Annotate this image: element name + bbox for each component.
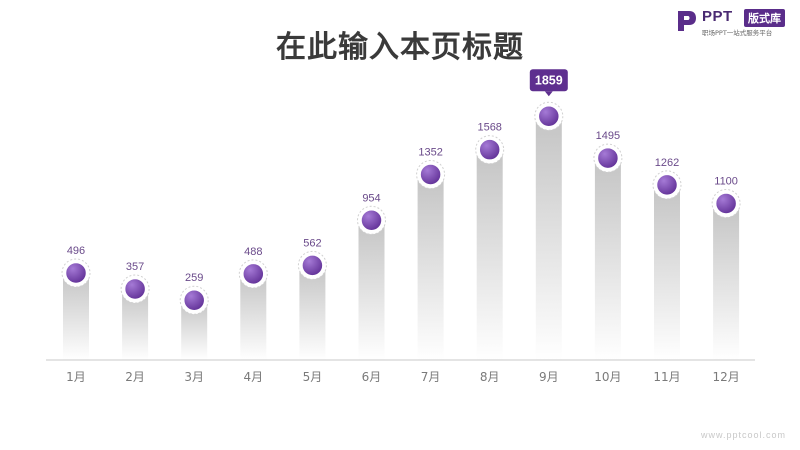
bar-group: 1100 12月 <box>711 176 741 384</box>
data-point <box>714 192 738 215</box>
brand-logo: PPT 版式库 职场PPT一站式服务平台 <box>676 8 792 38</box>
data-point <box>242 262 265 286</box>
data-label: 954 <box>362 192 380 204</box>
bar <box>358 220 385 360</box>
bar-group: 259 3月 <box>179 272 209 384</box>
bar-group: 954 6月 <box>357 192 386 384</box>
watermark: www.pptcool.com <box>700 430 786 440</box>
bar-group: 1262 11月 <box>652 157 682 384</box>
bar <box>535 116 562 360</box>
data-point <box>537 104 561 128</box>
data-point <box>64 261 88 285</box>
x-tick-label: 5月 <box>303 370 323 384</box>
x-tick-label: 2月 <box>125 370 145 384</box>
data-point <box>123 277 147 301</box>
data-label: 496 <box>67 245 85 257</box>
bar-group: 1495 10月 <box>593 130 623 384</box>
bar-group: 488 4月 <box>238 246 268 384</box>
bar-group: 562 5月 <box>297 237 327 384</box>
bar-group: 1352 7月 <box>416 147 446 384</box>
data-label: 562 <box>303 237 321 249</box>
data-label: 1352 <box>418 147 442 159</box>
logo-brand: PPT <box>702 8 733 25</box>
data-point <box>301 254 324 277</box>
x-tick-label: 4月 <box>243 370 263 384</box>
data-point <box>655 173 679 197</box>
data-label: 1100 <box>714 176 738 188</box>
value-callout-box <box>529 69 568 92</box>
data-label: 1262 <box>655 157 679 169</box>
bar-group: 1568 8月 <box>475 122 505 384</box>
x-tick-label: 7月 <box>421 370 441 384</box>
logo-tagline: 职场PPT一站式服务平台 <box>702 29 773 37</box>
data-point <box>360 209 383 232</box>
data-label: 1859 <box>535 74 563 88</box>
bar <box>713 203 740 360</box>
bar <box>63 272 89 360</box>
data-point <box>596 146 620 170</box>
bar <box>417 174 444 360</box>
x-tick-label: 6月 <box>362 370 382 384</box>
bar <box>299 265 326 360</box>
data-label: 488 <box>244 246 262 258</box>
x-tick-label: 9月 <box>539 370 559 384</box>
page-title: 在此输入本页标题 <box>276 30 524 65</box>
bar <box>594 158 621 360</box>
bar-group: 496 1月 <box>61 245 91 384</box>
x-tick-label: 12月 <box>712 370 739 384</box>
ppt-logo-icon <box>678 11 696 31</box>
data-label: 1495 <box>596 130 620 142</box>
value-callout-pointer <box>544 91 553 97</box>
data-point <box>182 288 206 312</box>
bar-group: 357 2月 <box>120 261 150 384</box>
x-tick-label: 11月 <box>653 370 680 384</box>
data-label: 259 <box>185 272 203 284</box>
bar-group: 1859 9月 <box>529 69 568 384</box>
data-point <box>419 163 442 186</box>
bar <box>654 184 680 360</box>
logo-badge: 版式库 <box>744 9 785 27</box>
data-label: 357 <box>126 261 144 273</box>
bar <box>476 149 503 360</box>
x-tick-label: 1月 <box>66 370 86 384</box>
data-point <box>478 138 501 161</box>
data-label: 1568 <box>477 122 501 134</box>
x-tick-label: 8月 <box>480 370 500 384</box>
x-tick-label: 10月 <box>594 370 621 384</box>
x-tick-label: 3月 <box>184 370 204 384</box>
